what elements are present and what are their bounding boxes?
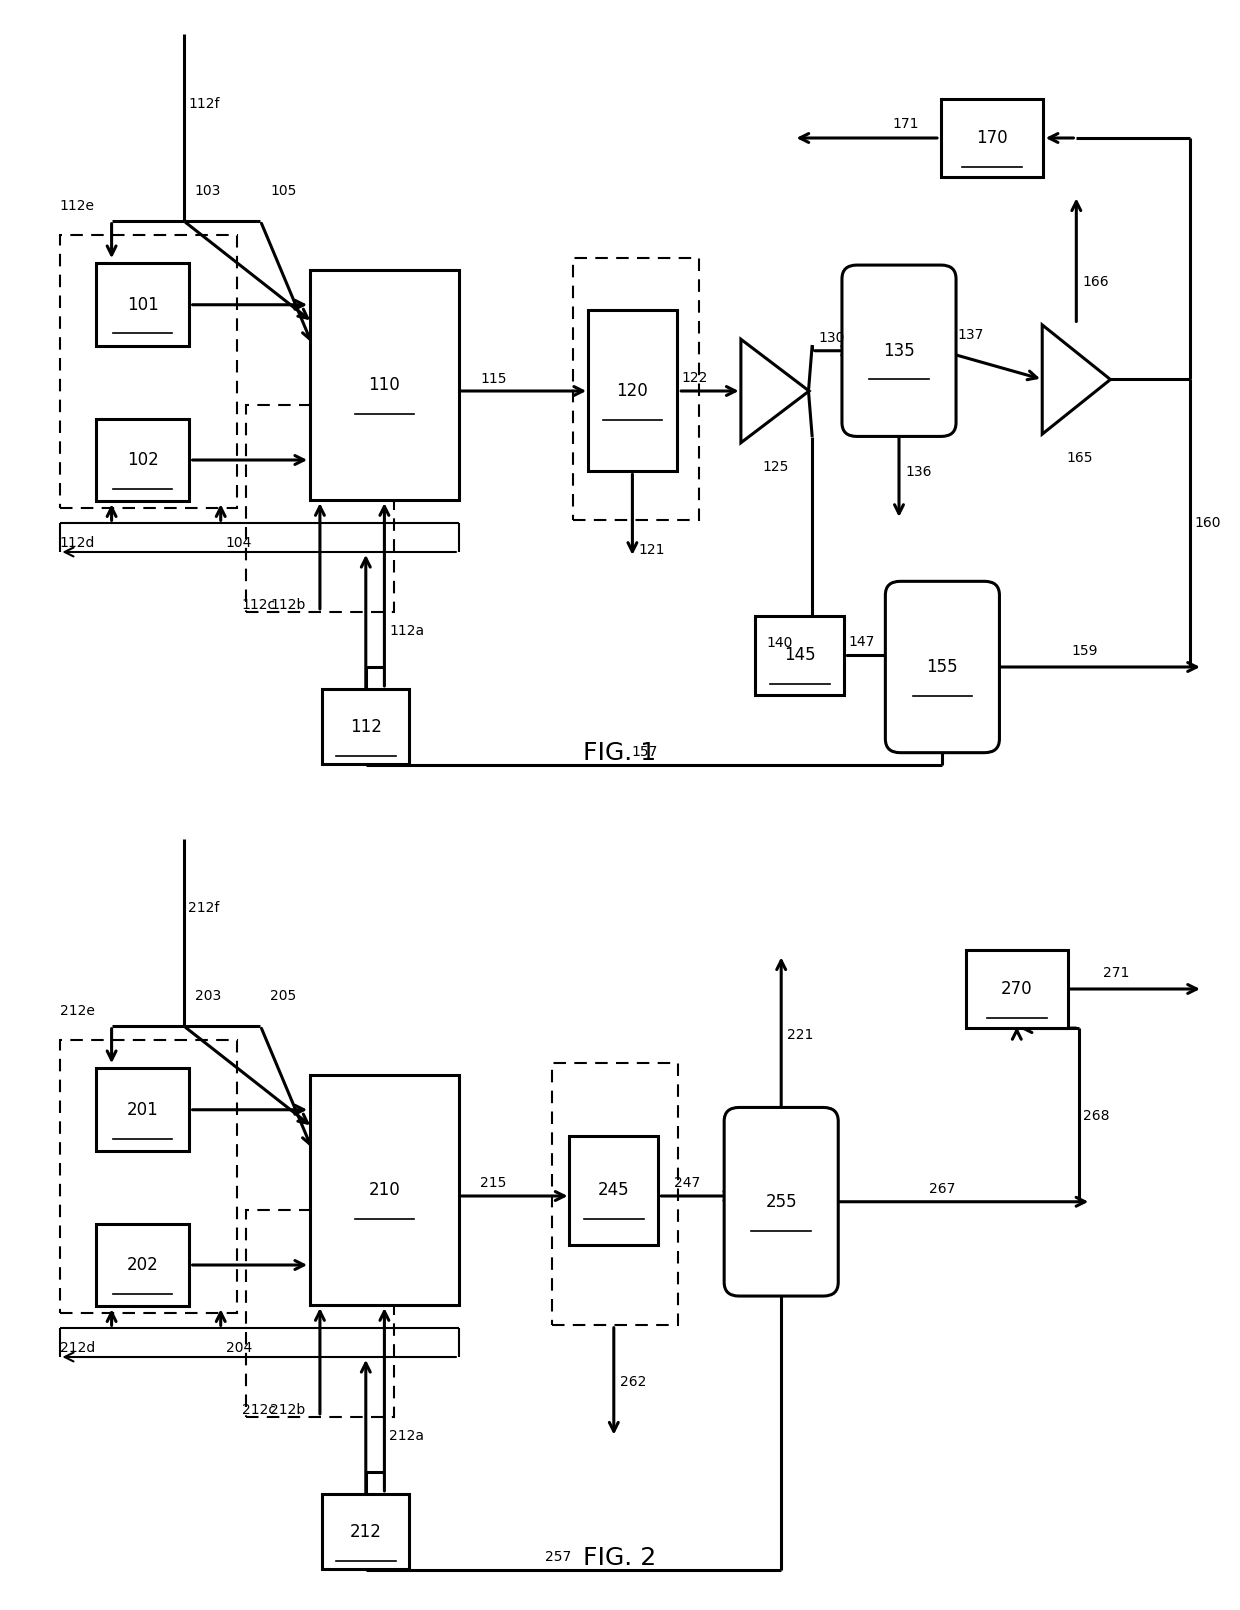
Text: 137: 137	[957, 327, 985, 341]
Text: 165: 165	[1066, 451, 1092, 465]
Text: 105: 105	[270, 184, 296, 198]
Text: 136: 136	[905, 465, 931, 478]
FancyBboxPatch shape	[724, 1108, 838, 1296]
Text: 112b: 112b	[270, 597, 306, 612]
Bar	[60, 1040, 237, 1314]
Bar	[60, 235, 237, 509]
Text: 104: 104	[226, 536, 252, 549]
Text: 270: 270	[1001, 980, 1033, 998]
Text: 120: 120	[616, 382, 649, 399]
Text: 112: 112	[350, 718, 382, 736]
Text: 110: 110	[368, 377, 401, 394]
Text: 204: 204	[226, 1341, 252, 1354]
FancyBboxPatch shape	[588, 311, 677, 472]
Text: 112c: 112c	[242, 597, 277, 612]
Text: 271: 271	[1102, 966, 1130, 980]
FancyBboxPatch shape	[966, 950, 1068, 1029]
Text: 201: 201	[126, 1101, 159, 1119]
Text: 212f: 212f	[188, 902, 219, 916]
FancyBboxPatch shape	[310, 1075, 459, 1306]
Text: 157: 157	[631, 745, 658, 758]
Bar	[246, 404, 394, 612]
Text: FIG. 2: FIG. 2	[583, 1546, 657, 1570]
Text: 101: 101	[126, 296, 159, 314]
Bar	[246, 1209, 394, 1417]
Text: 147: 147	[848, 634, 875, 649]
Text: 115: 115	[480, 372, 507, 386]
Text: 210: 210	[368, 1182, 401, 1199]
Text: 212: 212	[350, 1523, 382, 1541]
Text: 215: 215	[480, 1177, 507, 1190]
Text: 112f: 112f	[188, 97, 219, 111]
Text: 255: 255	[765, 1193, 797, 1211]
Text: 267: 267	[929, 1182, 956, 1196]
Text: 135: 135	[883, 341, 915, 359]
Text: 102: 102	[126, 451, 159, 469]
FancyBboxPatch shape	[97, 419, 190, 501]
FancyBboxPatch shape	[97, 1224, 190, 1306]
Text: 212b: 212b	[270, 1402, 305, 1417]
FancyBboxPatch shape	[310, 270, 459, 501]
Bar	[552, 1063, 678, 1325]
FancyBboxPatch shape	[755, 617, 844, 694]
Text: 140: 140	[766, 636, 792, 650]
Text: 205: 205	[270, 989, 296, 1003]
Text: 122: 122	[681, 372, 708, 385]
Text: 247: 247	[673, 1177, 701, 1190]
Text: 245: 245	[598, 1182, 630, 1199]
Text: 262: 262	[620, 1375, 646, 1389]
FancyBboxPatch shape	[97, 264, 190, 346]
Text: 160: 160	[1194, 517, 1220, 530]
Text: 145: 145	[784, 647, 816, 665]
Text: 212e: 212e	[60, 1003, 94, 1018]
Text: 221: 221	[787, 1029, 813, 1042]
Text: 125: 125	[763, 460, 789, 473]
FancyBboxPatch shape	[842, 266, 956, 436]
Text: 268: 268	[1083, 1109, 1109, 1122]
FancyBboxPatch shape	[322, 1494, 409, 1570]
Bar	[573, 258, 699, 520]
FancyBboxPatch shape	[941, 98, 1043, 177]
FancyBboxPatch shape	[322, 689, 409, 765]
FancyBboxPatch shape	[569, 1135, 658, 1245]
Text: 212c: 212c	[242, 1402, 275, 1417]
Text: 112e: 112e	[60, 198, 94, 213]
Text: 212a: 212a	[389, 1430, 424, 1443]
FancyBboxPatch shape	[97, 1069, 190, 1151]
Text: 112a: 112a	[389, 625, 424, 638]
Text: 103: 103	[195, 184, 221, 198]
Text: 171: 171	[892, 118, 919, 130]
Text: 170: 170	[976, 129, 1008, 147]
Text: FIG. 1: FIG. 1	[584, 741, 656, 765]
Text: 212d: 212d	[60, 1341, 94, 1354]
Text: 130: 130	[818, 332, 844, 345]
Text: 112d: 112d	[60, 536, 95, 549]
Text: 166: 166	[1083, 275, 1109, 288]
FancyBboxPatch shape	[885, 581, 999, 753]
Text: 155: 155	[926, 658, 959, 676]
Text: 202: 202	[126, 1256, 159, 1274]
Text: 121: 121	[639, 543, 665, 557]
Text: 159: 159	[1071, 644, 1099, 658]
Text: 257: 257	[544, 1550, 572, 1563]
Text: 203: 203	[195, 989, 221, 1003]
